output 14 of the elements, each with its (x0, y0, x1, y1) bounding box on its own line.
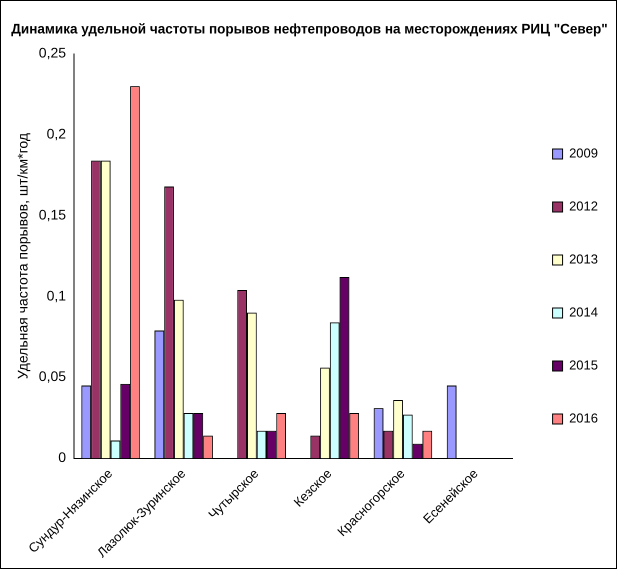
legend-label: 2015 (569, 358, 598, 373)
y-tick-label: 0,15 (38, 206, 66, 222)
legend-label: 2014 (569, 304, 598, 320)
legend-label: 2012 (569, 198, 598, 214)
legend-label: 2009 (569, 146, 598, 161)
y-tick-label: 0,2 (46, 126, 66, 142)
legend-label: 2013 (569, 252, 598, 267)
y-tick-label: 0,1 (46, 287, 66, 304)
y-tick-label: 0,25 (38, 44, 66, 61)
y-tick-label: 0 (58, 449, 66, 466)
y-axis-title: Удельная частота порывов, шт/км*год (14, 132, 30, 380)
legend-label: 2016 (569, 410, 598, 426)
y-tick-label: 0,05 (38, 368, 66, 384)
chart-title: Динамика удельной частоты порывов нефтепроводов на месторождениях РИЦ "Север" (11, 21, 608, 36)
